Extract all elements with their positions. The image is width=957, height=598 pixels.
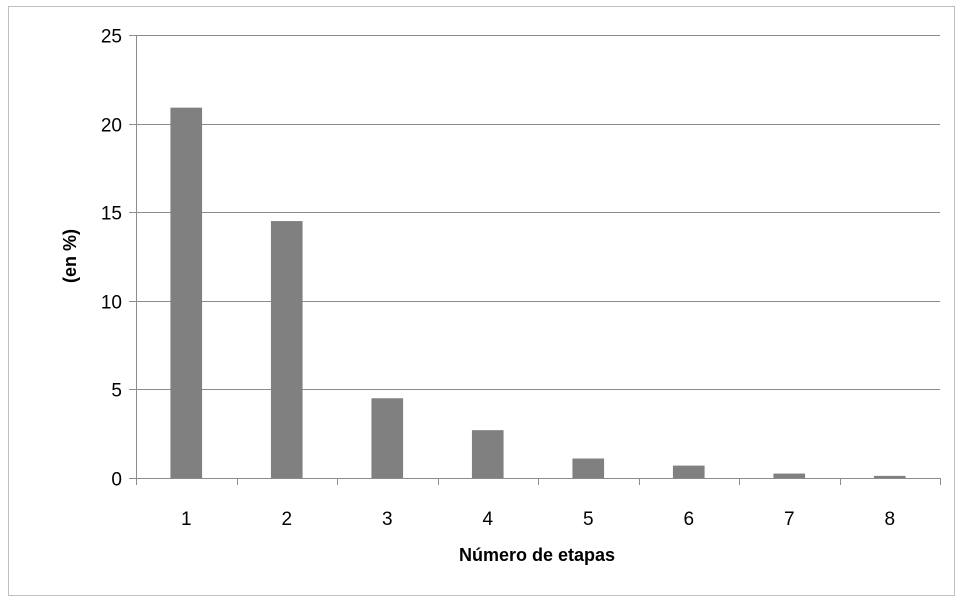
x-tick-label: 7 bbox=[784, 509, 795, 530]
x-tick-label: 8 bbox=[884, 509, 895, 530]
y-tick-label: 15 bbox=[101, 204, 122, 225]
y-tick-label: 20 bbox=[101, 116, 122, 137]
bar-4 bbox=[471, 430, 504, 478]
y-tick-label: 0 bbox=[111, 470, 122, 491]
bar-3 bbox=[371, 398, 404, 478]
axes bbox=[129, 35, 941, 485]
x-tick-label: 5 bbox=[583, 509, 594, 530]
y-tick-labels: 0 5 10 15 20 25 bbox=[101, 27, 122, 491]
bar-2 bbox=[270, 221, 303, 478]
y-tick-label: 25 bbox=[101, 27, 122, 48]
x-tick-label: 1 bbox=[181, 509, 192, 530]
gridlines bbox=[136, 35, 940, 390]
bar-7 bbox=[773, 473, 806, 478]
x-tick-label: 3 bbox=[382, 509, 393, 530]
x-axis-title: Número de etapas bbox=[459, 545, 615, 565]
y-axis-title: (en %) bbox=[60, 229, 80, 283]
y-tick-label: 10 bbox=[101, 293, 122, 314]
bar-5 bbox=[572, 458, 605, 478]
bar-8 bbox=[873, 475, 906, 478]
bar-6 bbox=[672, 465, 705, 478]
x-tick-label: 2 bbox=[281, 509, 292, 530]
x-tick-label: 4 bbox=[482, 509, 493, 530]
bar-1 bbox=[170, 107, 203, 478]
bars bbox=[170, 107, 906, 478]
x-tick-label: 6 bbox=[683, 509, 694, 530]
y-tick-label: 5 bbox=[111, 381, 122, 402]
x-tick-labels: 1 2 3 4 5 6 7 8 bbox=[181, 509, 895, 530]
